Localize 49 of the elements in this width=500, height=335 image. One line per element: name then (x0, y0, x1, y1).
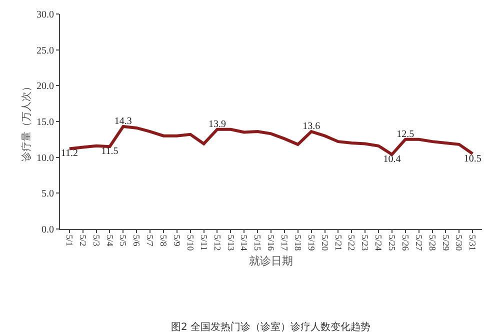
x-tick-label: 5/18 (292, 234, 303, 252)
data-label: 10.5 (464, 153, 482, 164)
x-axis-title: 就诊日期 (249, 254, 293, 268)
x-tick-label: 5/3 (91, 234, 102, 247)
y-tick-label: 25.0 (36, 45, 54, 56)
y-tick-label: 0.0 (42, 224, 54, 236)
x-tick-label: 5/8 (158, 234, 169, 247)
x-tick-label: 5/12 (212, 234, 222, 251)
x-tick-label: 5/31 (468, 234, 478, 251)
x-tick-label: 5/11 (198, 234, 209, 250)
x-tick-label: 5/5 (118, 234, 128, 247)
x-tick-label: 5/30 (454, 234, 464, 252)
x-tick-label: 5/27 (414, 234, 424, 252)
x-tick-label: 5/19 (306, 234, 316, 252)
y-tick-label: 15.0 (36, 117, 54, 128)
x-tick-label: 5/4 (104, 234, 115, 247)
x-tick-label: 5/2 (78, 234, 88, 246)
x-tick-label: 5/21 (333, 234, 344, 251)
x-tick-label: 5/28 (427, 234, 438, 252)
data-label: 14.3 (114, 116, 132, 128)
x-tick-label: 5/24 (374, 234, 384, 252)
x-tick-label: 5/10 (185, 234, 196, 252)
x-tick-label: 5/25 (387, 234, 398, 252)
data-label: 11.2 (60, 148, 78, 160)
x-tick-label: 5/6 (132, 234, 142, 247)
data-label: 12.5 (396, 128, 414, 140)
x-tick-label: 5/7 (145, 234, 156, 247)
y-axis-title: 诊疗量（万人次） (20, 82, 32, 162)
x-tick-label: 5/29 (440, 234, 451, 252)
x-tick-label: 5/22 (346, 234, 357, 251)
x-tick-label: 5/13 (226, 234, 236, 252)
data-label: 13.6 (302, 121, 320, 132)
x-tick-label: 5/20 (320, 234, 330, 252)
y-tick-label: 30.0 (36, 10, 54, 20)
y-tick-label: 5.0 (42, 188, 54, 200)
caption: 图2 全国发热门诊（诊室）诊疗人数变化趋势 (171, 321, 371, 333)
data-label: 13.9 (208, 118, 226, 130)
x-tick-label: 5/26 (400, 234, 410, 252)
x-tick-label: 5/15 (252, 234, 263, 252)
data-label: 10.4 (383, 154, 401, 165)
data-label: 11.5 (101, 146, 118, 158)
x-tick-label: 5/9 (172, 234, 182, 247)
x-tick-label: 5/16 (266, 234, 276, 252)
x-tick-label: 5/23 (360, 234, 370, 252)
y-tick-label: 20.0 (36, 81, 54, 92)
x-tick-label: 5/17 (280, 234, 290, 252)
x-tick-label: 5/1 (64, 234, 74, 246)
y-tick-label: 10.0 (36, 152, 54, 164)
x-tick-label: 5/14 (239, 234, 250, 252)
